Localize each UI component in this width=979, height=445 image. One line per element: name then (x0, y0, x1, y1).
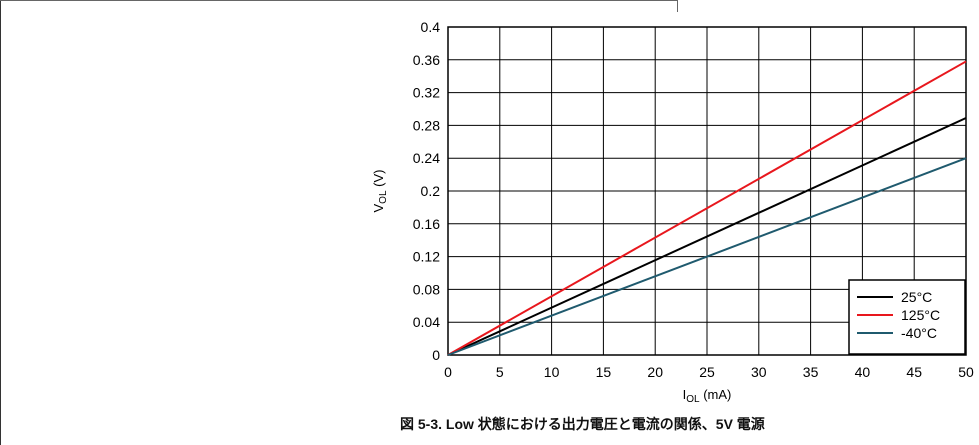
y-tick-label: 0.2 (421, 183, 441, 199)
series-line-1 (447, 60, 967, 356)
page-border-top (0, 0, 677, 1)
x-tick-label: 40 (855, 364, 871, 380)
y-tick-label: 0.4 (421, 19, 441, 35)
series-line-2 (447, 157, 967, 356)
x-axis-label: IOL (mA) (683, 387, 732, 405)
legend-label: -40°C (901, 325, 937, 341)
series-line-0 (447, 117, 967, 356)
y-tick-label: 0.32 (413, 85, 440, 101)
legend-label: 125°C (901, 307, 940, 323)
plot-frame (447, 26, 967, 356)
x-tick-label: 25 (699, 364, 715, 380)
chart-ticks: 0 5 10 15 20 25 30 35 40 45 50 0 0.04 0.08 0.12 0.16 0.2… (413, 19, 974, 380)
x-tick-label: 10 (544, 364, 560, 380)
y-tick-label: 0.08 (413, 281, 440, 297)
y-tick-label: 0.28 (413, 117, 440, 133)
page-border-left (0, 0, 1, 445)
x-tick-label: 20 (647, 364, 663, 380)
page-border-divider (677, 0, 678, 12)
x-tick-label: 50 (958, 364, 974, 380)
chart: 0 5 10 15 20 25 30 35 40 45 50 0 0.04 0.08 0.12 0.16 0.2… (371, 19, 974, 405)
chart-series (447, 60, 967, 356)
y-tick-label: 0.12 (413, 249, 440, 265)
legend-box (848, 279, 966, 355)
x-tick-label: 5 (496, 364, 504, 380)
figure-caption: 図 5-3. Low 状態における出力電圧と電流の関係、5V 電源 (400, 414, 979, 434)
x-tick-label: 0 (444, 364, 452, 380)
x-tick-label: 15 (596, 364, 612, 380)
chart-axis-labels: IOL (mA) VOL (V) (371, 170, 731, 405)
y-tick-label: 0.04 (413, 314, 440, 330)
y-tick-label: 0.24 (413, 150, 440, 166)
y-tick-label: 0 (432, 347, 440, 363)
y-tick-label: 0.36 (413, 52, 440, 68)
x-tick-label: 45 (906, 364, 922, 380)
figure-caption-text: 図 5-3. Low 状態における出力電圧と電流の関係、5V 電源 (400, 416, 765, 432)
x-tick-label: 35 (803, 364, 819, 380)
y-tick-label: 0.16 (413, 216, 440, 232)
chart-legend: 25°C 125°C -40°C (848, 279, 966, 355)
legend-label: 25°C (901, 289, 932, 305)
y-axis-label: VOL (V) (371, 170, 389, 213)
x-tick-label: 30 (751, 364, 767, 380)
